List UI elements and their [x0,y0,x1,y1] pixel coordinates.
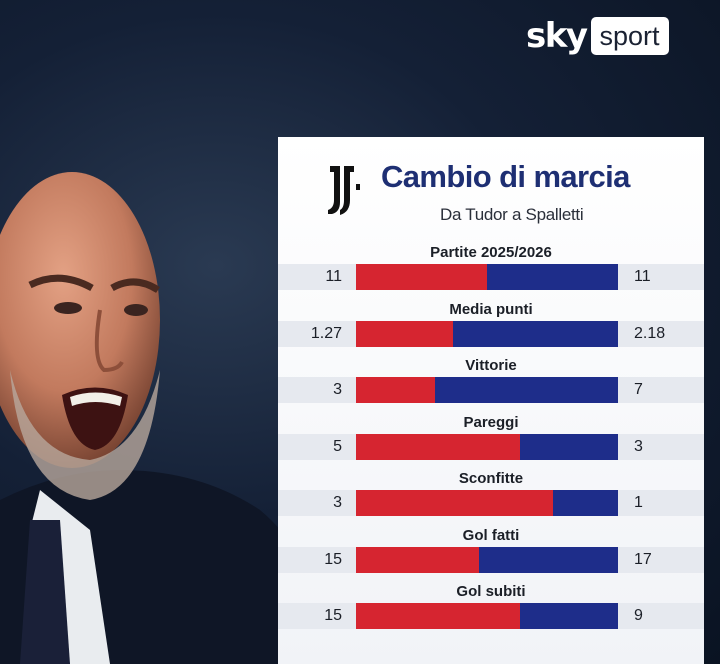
tudor-value: 15 [324,550,342,568]
stat-row: Gol subiti 15 9 [278,581,704,637]
stat-label: Pareggi [463,413,519,431]
spalletti-value: 17 [634,550,652,568]
tudor-bar-segment [356,603,520,629]
stat-label: Gol fatti [462,526,520,544]
spalletti-value: 2.18 [634,324,666,342]
stat-label: Gol subiti [456,583,526,600]
spalletti-value: 7 [634,381,643,398]
tudor-value: 11 [325,268,342,285]
spalletti-value: 9 [634,607,643,624]
comparison-bar [356,546,618,573]
juventus-crest-icon [328,166,360,215]
stat-label: Partite 2025/2026 [430,244,552,261]
comparison-bar [356,320,618,347]
logo-sky: sky [526,16,588,56]
stat-row: Vittorie 3 7 [278,355,704,411]
tudor-bar-segment [356,546,480,573]
tudor-value: 3 [333,381,342,398]
comparison-bar [356,377,618,403]
spalletti-bar-segment [519,433,618,460]
stat-row: Sconfitte 3 1 [278,468,704,524]
tudor-bar-segment [356,264,487,290]
stats-card: Cambio di marcia Da Tudor a Spalletti Pa… [278,137,704,664]
stat-label: Sconfitte [458,470,524,487]
tudor-value: 5 [333,437,342,455]
stat-label: Media punti [449,300,533,318]
tudor-value: 1.27 [310,324,342,342]
stat-row: Gol fatti 15 17 [278,525,704,581]
spalletti-bar-segment [452,320,618,347]
spalletti-bar-segment [487,264,618,290]
comparison-bar [356,490,618,516]
sky-sport-logo: sky sport [526,16,669,56]
stat-row: Partite 2025/2026 11 11 [278,242,704,298]
comparison-bar [356,603,618,629]
card-header: Cambio di marcia Da Tudor a Spalletti [278,137,704,237]
tudor-bar-segment [356,433,520,460]
tudor-value: 15 [324,607,342,624]
stat-row: Media punti 1.27 2.18 [278,299,704,355]
spalletti-bar-segment [552,490,618,516]
spalletti-value: 3 [634,437,643,455]
coach-photo [0,172,330,664]
comparison-bar [356,264,618,290]
spalletti-value: 1 [634,494,643,511]
spalletti-bar-segment [434,377,618,403]
tudor-bar-segment [356,377,435,403]
stat-label: Vittorie [465,357,517,374]
spalletti-bar-segment [519,603,618,629]
tudor-bar-segment [356,490,553,516]
tudor-value: 3 [333,494,342,511]
spalletti-bar-segment [479,546,618,573]
comparison-bar [356,433,618,460]
tudor-bar-segment [356,320,453,347]
logo-sport: sport [590,17,669,55]
card-title: Cambio di marcia [381,159,630,194]
stat-row: Pareggi 5 3 [278,412,704,468]
card-subtitle: Da Tudor a Spalletti [440,205,584,224]
spalletti-value: 11 [634,268,651,285]
